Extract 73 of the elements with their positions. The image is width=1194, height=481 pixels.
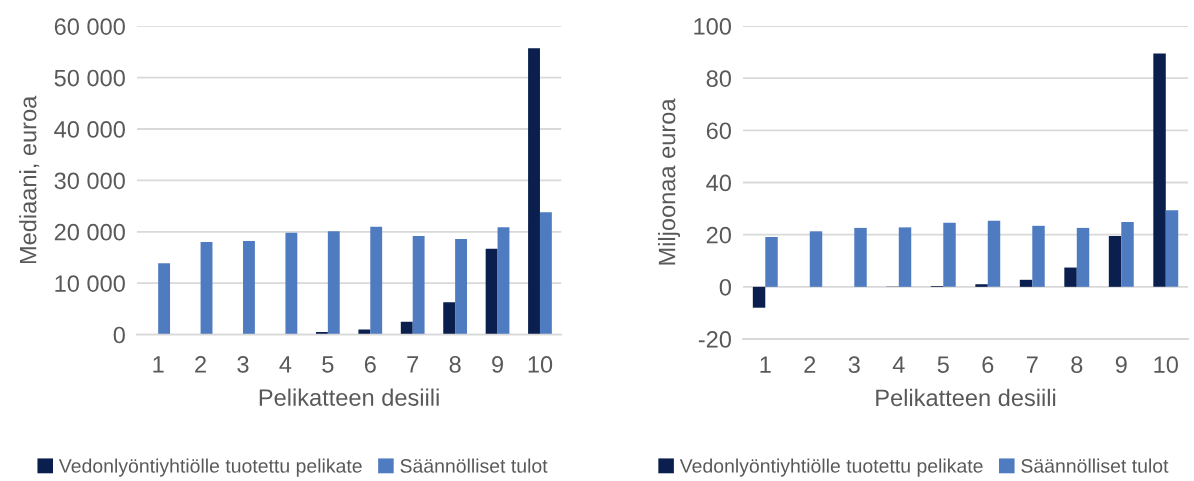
bar (975, 284, 988, 287)
x-tick-label: 6 (364, 356, 376, 373)
y-tick-label: 0 (719, 278, 731, 296)
y-tick-label: 20 000 (54, 223, 125, 241)
bar (1064, 267, 1077, 287)
y-tick-label: 30 000 (54, 172, 125, 190)
x-tick-label: 8 (1071, 356, 1083, 374)
x-tick-label: 5 (322, 356, 334, 373)
x-tick-label: 9 (1115, 356, 1127, 374)
y-tick-label: 40 000 (54, 121, 125, 138)
y-tick-label: 80 (706, 70, 731, 87)
legend-label: Vedonlyöntiyhtiölle tuotettu pelikate (679, 458, 983, 477)
bar (497, 227, 510, 335)
bar (285, 232, 298, 335)
bar (854, 227, 867, 287)
bar (443, 302, 456, 335)
y-tick-label: 60 000 (54, 18, 125, 35)
bar (528, 48, 540, 335)
y-tick-label: 60 (706, 122, 731, 140)
x-tick-label: 10 (1154, 356, 1178, 374)
x-tick-label: 6 (982, 356, 994, 374)
bar (752, 286, 766, 308)
bar (158, 263, 171, 335)
y-tick-label: 100 (694, 18, 731, 35)
x-tick-label: 2 (804, 356, 816, 373)
bar (327, 231, 340, 335)
y-axis-title: Mediaani, euroa (19, 95, 40, 264)
bar (898, 227, 912, 287)
x-tick-label: 2 (195, 356, 206, 373)
x-tick-label: 9 (492, 356, 503, 373)
x-axis-title: Pelikatteen desiili (259, 388, 439, 406)
x-tick-label: 7 (1026, 356, 1038, 373)
bar (1108, 235, 1122, 287)
bar (765, 237, 778, 287)
bar (370, 226, 383, 335)
y-tick-label: 50 000 (54, 69, 125, 87)
x-tick-label: 10 (528, 356, 553, 373)
y-tick-label: 20 (706, 226, 731, 244)
bar (485, 248, 498, 335)
x-tick-label: 1 (153, 356, 164, 373)
bar (1076, 227, 1090, 287)
x-tick-label: 4 (892, 356, 905, 373)
bar (1153, 53, 1166, 287)
x-axis-title: Pelikatteen desiili (876, 388, 1056, 407)
y-tick-label: -20 (698, 331, 731, 348)
bar (400, 321, 413, 335)
bar (987, 220, 1001, 287)
y-tick-label: 10 000 (55, 275, 125, 292)
bar (1121, 221, 1134, 287)
x-tick-label: 4 (279, 356, 292, 373)
bar (1019, 279, 1033, 287)
bar (539, 212, 552, 335)
legend-label: Vedonlyöntiyhtiölle tuotettu pelikate (58, 458, 362, 477)
legend-label: Säännölliset tulot (400, 458, 548, 473)
bar (243, 241, 255, 335)
y-tick-label: 40 (706, 174, 731, 192)
x-tick-label: 5 (937, 356, 949, 374)
bar (455, 238, 467, 335)
y-tick-label: 0 (113, 326, 125, 344)
bar (358, 329, 371, 335)
x-tick-label: 7 (407, 356, 419, 373)
bar (1032, 225, 1045, 287)
bar (412, 235, 425, 335)
x-tick-label: 3 (848, 356, 860, 374)
bar (200, 242, 213, 335)
x-tick-label: 8 (449, 356, 461, 373)
bar (943, 222, 956, 287)
x-tick-label: 3 (237, 356, 249, 373)
y-axis-title: Miljoonaa euroa (658, 98, 681, 265)
bar (1165, 210, 1179, 287)
bar (809, 231, 823, 287)
legend-label: Säännölliset tulot (1021, 458, 1169, 473)
x-tick-label: 1 (760, 356, 771, 373)
